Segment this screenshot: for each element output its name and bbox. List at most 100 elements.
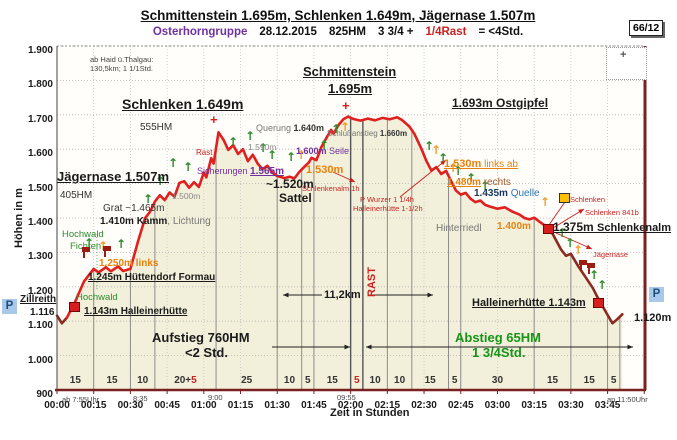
annotation-text: 1.143m Halleinerhütte (84, 306, 188, 317)
annotation: 405HM (60, 186, 92, 202)
segment-minutes: 10 (369, 375, 381, 386)
annotation-text: Schlenkenalm 1h (302, 184, 360, 193)
annotation: 1.250m links (99, 254, 158, 270)
annotation: Sattel (279, 190, 312, 206)
annotation-text: ab Haid ü.Thalgau: (90, 55, 154, 64)
annotation: Querung 1.640m (256, 119, 324, 135)
annotation: Schlenken 841b (585, 203, 639, 219)
x-axis-tick-label: 00:15 (80, 400, 107, 411)
annotation-text: 1.400m (497, 221, 531, 232)
annotation-text: Seile (329, 146, 350, 156)
annotation-text: 1.640m (293, 123, 325, 133)
segment-minutes: 5 (610, 375, 617, 386)
x-axis-tick-label: 01:15 (227, 400, 254, 411)
annotation: Jägernase (593, 245, 628, 261)
parking-icon: P (649, 287, 664, 302)
x-axis-tick-label: 01:45 (301, 400, 327, 411)
annotation: Fichten (70, 237, 101, 253)
segment-minutes: 5 (305, 375, 311, 386)
annotation-text: P Wurzer 1 1/4h (360, 195, 414, 204)
annotation-text: 11,2km (324, 289, 361, 301)
x-axis-tick-label: 02:15 (374, 400, 401, 411)
annotation-text: Abstieg 65HM (455, 330, 541, 345)
hut-marker (543, 224, 554, 234)
annotation: <2 Std. (185, 345, 228, 361)
waymark-up-arrow-icon: ↑ (565, 236, 576, 250)
annotation-text: 1 3/4Std. (472, 345, 526, 360)
hut-marker (593, 298, 604, 308)
annotation-text: Grat ~1.465m (103, 203, 165, 214)
segment-minutes: 15 (106, 375, 118, 386)
parking-icon: P (2, 299, 17, 314)
subtitle-total-time: = <4Std. (478, 26, 524, 38)
flag-icon (587, 263, 595, 274)
annotation: Schlenken 1.649m (122, 97, 243, 113)
annotation: 09:55 (337, 388, 356, 404)
annotation-text: 130,5km; 1 1/1Std. (90, 64, 153, 73)
annotation-text: Hinterriedl (436, 223, 482, 234)
x-axis-tick-label: 00:00 (44, 400, 70, 411)
annotation-text: 8:35 (133, 394, 148, 403)
waymark-up-arrow-icon: ↑ (116, 237, 127, 251)
arrow-head (366, 344, 372, 350)
annotation: Rast (196, 143, 212, 159)
annotation: Sicherungen 1.565m (197, 162, 284, 178)
annotation: Schmittenstein (303, 64, 396, 80)
annotation: 1.530m links ab (444, 155, 518, 171)
annotation-text: Quelle (510, 188, 540, 199)
y-axis-label: 1.600 (27, 148, 53, 160)
annotation-text: Halleinerhütte 1.143m (472, 297, 586, 309)
annotation: Aufstieg 760HM (152, 330, 250, 346)
waymark-up-arrow-icon: ↑ (267, 148, 278, 162)
waymark-up-arrow-icon: ↑ (540, 195, 551, 209)
annotation-text: 1.590m (248, 142, 277, 152)
annotation: an 11:50Uhr (607, 390, 648, 406)
arrow-head (578, 209, 584, 214)
annotation: 11,2km (324, 286, 361, 302)
annotation-text: ~1.520m (266, 177, 314, 191)
waymark-up-arrow-icon: ↑ (319, 138, 330, 152)
annotation-text: Schmittenstein (303, 64, 397, 79)
annotation-text: Schlenken 1.649m (122, 96, 244, 112)
x-axis-tick-label: 00:45 (154, 400, 180, 411)
annotation-text: RAST (366, 267, 378, 297)
annotation-text: Schlenken 841b (585, 208, 639, 217)
waymark-up-arrow-icon: ↑ (183, 160, 194, 174)
x-axis-tick-label: 00:30 (117, 400, 144, 411)
annotation-text: Schlenkenalm (597, 222, 672, 234)
annotation-text: 1.245m Hüttendorf Formau (88, 272, 216, 283)
annotation-text: ab 7:55Uhr (62, 395, 100, 404)
annotation-text: 1.410m Kamm (100, 216, 168, 227)
annotation-text: 09:55 (337, 393, 356, 402)
signpost-marker (559, 193, 570, 203)
annotation: Grat ~1.465m (103, 199, 164, 215)
annotation: 8:35 (133, 389, 148, 405)
waymark-up-arrow-icon: ↑ (155, 174, 166, 188)
annotation: 1.245m Hüttendorf Formau (88, 268, 215, 284)
annotation: 1.400m (497, 217, 531, 233)
annotation-text: 1.500m (172, 191, 201, 201)
waymark-up-arrow-icon: ↑ (245, 129, 256, 143)
annotation: 1.120m (634, 309, 671, 325)
annotation-text: 1.530m (306, 164, 344, 176)
waymark-up-arrow-icon: ↑ (143, 192, 154, 206)
annotation: RAST (363, 267, 379, 297)
subtitle-altitude-meters: 825HM (328, 26, 367, 38)
segment-minutes: 30 (491, 375, 504, 386)
annotation-text: 1.250m links (99, 258, 159, 269)
waymark-up-arrow-icon: ↑ (331, 122, 342, 136)
waymark-up-arrow-icon: ↑ (431, 143, 442, 157)
segment-minutes: 10 (137, 375, 149, 386)
waymark-up-arrow-icon: ↑ (286, 150, 297, 164)
x-axis-tick-label: 02:00 (337, 400, 364, 411)
waymark-up-arrow-icon: ↑ (168, 156, 179, 170)
y-axis-label: 1.800 (27, 79, 53, 91)
summit-cross-icon: + (342, 98, 350, 113)
annotation: Hinterriedl (436, 219, 482, 235)
annotation-text: Zeit in Stunden (330, 407, 410, 419)
waymark-up-arrow-icon: ↑ (296, 148, 307, 162)
annotation-text: 1.660m (379, 129, 408, 138)
annotation: Halleinerhütte 1.143m (472, 294, 586, 310)
annotation: 1.600m Seile (296, 142, 349, 158)
leader-arrow (555, 232, 593, 250)
